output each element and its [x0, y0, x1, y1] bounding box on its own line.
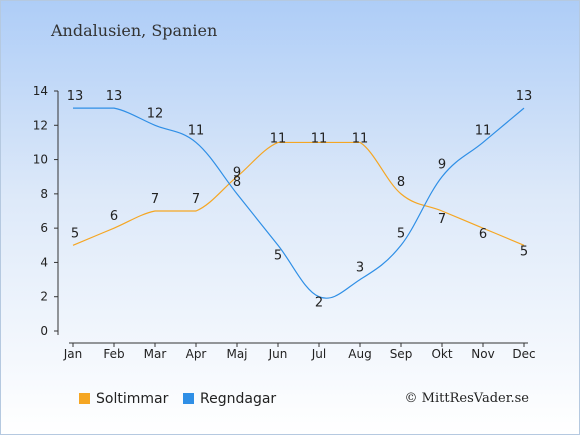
x-tick-label-jun: Jun	[268, 347, 288, 361]
data-label-regndagar-dec: 13	[516, 89, 533, 104]
data-label-regndagar-sep: 5	[397, 226, 405, 241]
y-tick-label: 6	[40, 221, 48, 235]
x-tick-label-apr: Apr	[186, 347, 207, 361]
x-tick-label-nov: Nov	[471, 347, 494, 361]
legend-label-soltimmar: Soltimmar	[96, 391, 169, 407]
data-label-regndagar-apr: 11	[188, 123, 205, 138]
data-label-regndagar-okt: 9	[438, 158, 446, 173]
y-tick-label: 12	[33, 118, 48, 132]
data-label-soltimmar-dec: 5	[520, 244, 528, 259]
data-label-soltimmar-aug: 11	[352, 131, 369, 146]
y-tick-label: 10	[33, 153, 48, 167]
legend-swatch-soltimmar	[79, 393, 90, 404]
data-label-regndagar-mar: 12	[147, 106, 164, 121]
y-tick-label: 4	[40, 255, 48, 269]
data-label-soltimmar-feb: 6	[110, 209, 118, 224]
data-label-soltimmar-nov: 6	[479, 227, 487, 242]
chart-title: Andalusien, Spanien	[51, 21, 218, 40]
data-label-soltimmar-okt: 7	[438, 212, 446, 227]
data-label-soltimmar-sep: 8	[397, 175, 405, 190]
data-label-soltimmar-jul: 11	[311, 131, 328, 146]
data-label-regndagar-jul: 2	[315, 296, 323, 311]
x-tick-label-feb: Feb	[103, 347, 124, 361]
data-label-regndagar-feb: 13	[106, 89, 123, 104]
site-credit: © MittResVader.se	[404, 391, 529, 406]
y-tick-label: 14	[33, 84, 48, 98]
y-tick-label: 2	[40, 290, 48, 304]
data-label-soltimmar-jan: 5	[71, 226, 79, 241]
series-line-soltimmar	[72, 141, 525, 246]
x-tick-label-okt: Okt	[431, 347, 452, 361]
data-label-regndagar-jan: 13	[67, 89, 84, 104]
x-tick-label-maj: Maj	[226, 347, 247, 361]
legend-label-regndagar: Regndagar	[200, 391, 277, 407]
legend-swatch-regndagar	[183, 393, 194, 404]
legend-item-regndagar: Regndagar	[183, 391, 276, 407]
data-label-regndagar-nov: 11	[475, 123, 492, 138]
series-line-regndagar	[73, 107, 525, 299]
data-label-regndagar-maj: 8	[233, 175, 241, 190]
data-label-soltimmar-mar: 7	[151, 192, 159, 207]
data-label-soltimmar-apr: 7	[192, 192, 200, 207]
y-tick-label: 8	[40, 187, 48, 201]
x-tick-label-jan: Jan	[63, 347, 83, 361]
data-label-regndagar-jun: 5	[274, 248, 282, 263]
data-label-soltimmar-jun: 11	[270, 131, 287, 146]
x-tick-label-mar: Mar	[144, 347, 167, 361]
data-label-soltimmar-maj: 9	[233, 166, 241, 181]
y-tick-label: 0	[40, 324, 48, 338]
x-tick-label-sep: Sep	[390, 347, 413, 361]
x-tick-label-aug: Aug	[348, 347, 371, 361]
data-label-regndagar-aug: 3	[356, 261, 364, 276]
x-tick-label-jul: Jul	[311, 347, 326, 361]
legend-item-soltimmar: Soltimmar	[79, 391, 168, 407]
x-tick-label-dec: Dec	[512, 347, 535, 361]
